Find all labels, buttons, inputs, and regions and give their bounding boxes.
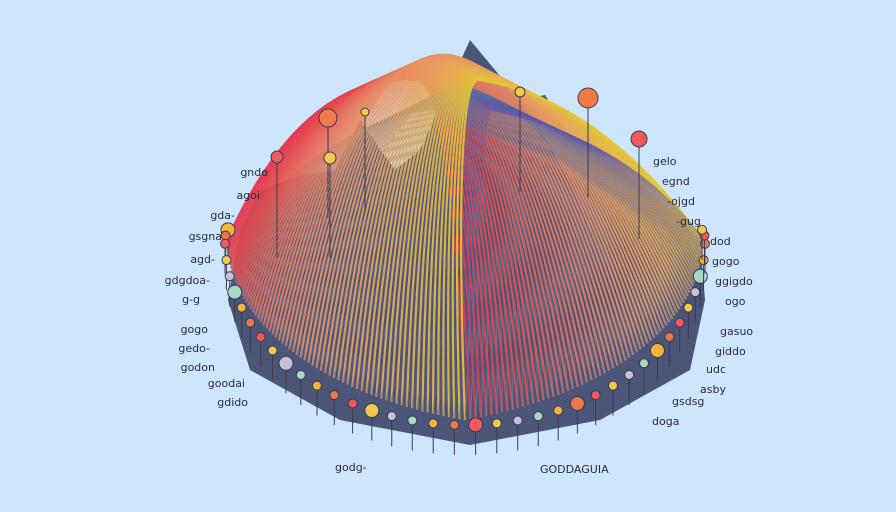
- pin: [255, 331, 266, 342]
- label: udc: [706, 363, 726, 376]
- strand: [427, 104, 701, 413]
- label: doga: [652, 415, 679, 428]
- pin: [364, 402, 380, 418]
- pin: [569, 395, 585, 411]
- label: gogo: [712, 255, 740, 268]
- pin: [428, 418, 439, 429]
- pin: [449, 419, 460, 430]
- pin: [553, 405, 564, 416]
- label: dod: [710, 235, 731, 248]
- pin: [220, 230, 231, 241]
- strand: [443, 106, 703, 417]
- pin: [624, 369, 635, 380]
- strand: [459, 108, 704, 420]
- pin: [697, 224, 708, 235]
- label: ggigdo: [715, 275, 753, 288]
- pin: [295, 369, 306, 380]
- pin: [221, 255, 232, 266]
- pin: [407, 415, 418, 426]
- pin: [278, 355, 294, 371]
- pin: [386, 411, 397, 422]
- label: egnd: [662, 175, 690, 188]
- label: gogo: [181, 323, 209, 336]
- pin: [512, 415, 523, 426]
- strand: [370, 96, 685, 396]
- pin: [227, 284, 243, 300]
- strands: [225, 53, 704, 421]
- pin: [639, 358, 650, 369]
- pin: [683, 302, 694, 313]
- pin: [590, 390, 601, 401]
- strand: [464, 109, 704, 421]
- pin: [347, 398, 358, 409]
- label: gelo: [653, 155, 677, 168]
- label: ogo: [725, 295, 746, 308]
- pin: [649, 343, 665, 359]
- pin: [270, 150, 284, 164]
- pin: [491, 418, 502, 429]
- label: godon: [181, 361, 215, 374]
- pin: [533, 411, 544, 422]
- label: gsdsg: [672, 395, 704, 408]
- pin: [329, 390, 340, 401]
- label: gndo: [240, 166, 268, 179]
- pin: [690, 287, 701, 298]
- pin: [577, 87, 599, 109]
- strand: [460, 78, 704, 421]
- label: gsgna: [189, 230, 222, 243]
- label: agoi: [236, 189, 260, 202]
- pin: [608, 380, 619, 391]
- strand: [448, 107, 703, 418]
- pin: [267, 345, 278, 356]
- strand: [365, 95, 683, 394]
- label: asby: [700, 383, 726, 396]
- label: gdgdoa-: [165, 274, 210, 287]
- pin: [318, 108, 338, 128]
- pin: [630, 130, 648, 148]
- pin: [514, 86, 526, 98]
- strand: [437, 105, 703, 416]
- strand: [361, 95, 680, 392]
- pins: [220, 86, 710, 455]
- label: GODDAGUIA: [540, 463, 609, 476]
- label: -ojgd: [667, 195, 695, 208]
- pin: [360, 107, 370, 117]
- label: godg-: [335, 461, 367, 474]
- label: agd-: [190, 253, 215, 266]
- pin: [245, 317, 256, 328]
- pin: [698, 255, 709, 266]
- pin: [224, 271, 235, 282]
- pin: [664, 331, 675, 342]
- label: -gug: [676, 215, 701, 228]
- label: gda-: [210, 209, 235, 222]
- label: goodai: [208, 377, 245, 390]
- pin: [468, 417, 484, 433]
- label: gedo-: [178, 342, 210, 355]
- strand: [356, 94, 678, 390]
- label: gdido: [217, 396, 248, 409]
- pin: [674, 317, 685, 328]
- pin: [236, 302, 247, 313]
- label: g-g: [182, 293, 200, 306]
- label: giddo: [715, 345, 746, 358]
- pin: [311, 380, 322, 391]
- pin: [220, 238, 231, 249]
- label: gasuo: [720, 325, 753, 338]
- strand: [453, 107, 704, 419]
- strand: [432, 105, 702, 414]
- pin: [323, 151, 337, 165]
